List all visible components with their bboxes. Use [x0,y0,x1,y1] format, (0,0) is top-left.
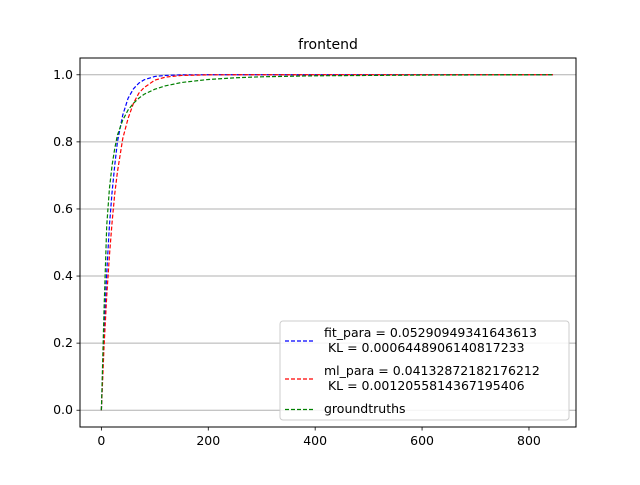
x-tick-label: 800 [517,433,541,448]
series-line-3 [100,74,554,411]
x-tick-label: 400 [303,433,327,448]
series-layer [100,74,554,411]
plot-frame [79,57,577,428]
y-tick-label: 0.8 [53,134,73,149]
legend: fit_para = 0.05290949341643613 KL = 0.00… [279,320,570,421]
legend-box [279,320,570,421]
x-tick-label: 0 [97,433,105,448]
y-tick-label: 1.0 [53,67,73,82]
legend-label-1: fit_para = 0.05290949341643613 KL = 0.00… [324,325,537,355]
y-tick-label: 0.2 [53,335,73,350]
x-tick-label: 200 [196,433,220,448]
series-line-2 [100,74,554,411]
y-tick-label: 0.4 [53,268,73,283]
x-tick-label: 600 [410,433,434,448]
y-tick-label: 0.6 [53,201,73,216]
chart-title: frontend [298,37,358,53]
ticks-layer: 0.0 0.2 0.4 0.6 0.8 1.0 0 200 400 600 800 [53,67,541,448]
legend-label-2: ml_para = 0.04132872182176212 KL = 0.001… [324,363,540,393]
legend-label-3: groundtruths [324,401,406,416]
y-tick-label: 0.0 [53,402,73,417]
